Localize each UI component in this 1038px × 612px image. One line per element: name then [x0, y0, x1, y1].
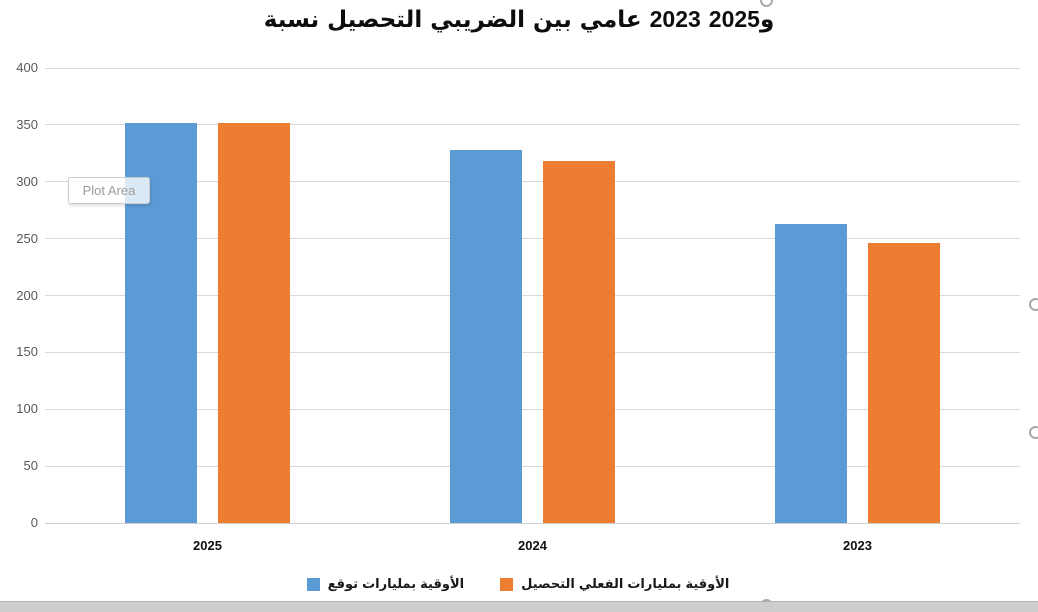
y-axis-tick-200: 200	[16, 287, 38, 303]
legend-swatch-forecast-icon	[306, 577, 320, 591]
word: بين	[533, 6, 572, 32]
word: التحصيل	[521, 576, 575, 591]
word: 2023	[649, 6, 701, 32]
gridline-400	[45, 67, 1020, 69]
gridline-0	[45, 522, 1020, 524]
gridline-200	[45, 295, 1020, 296]
selection-handle-top[interactable]	[760, 0, 773, 7]
chart-title[interactable]: نسبة التحصيل الضريبي بين عامي 2023 و2025	[0, 6, 1038, 33]
y-axis-tick-350: 350	[16, 116, 38, 132]
gridline-100	[45, 408, 1020, 410]
word: بمليارات	[362, 576, 417, 591]
y-axis-tick-400: 400	[16, 60, 38, 75]
gridline-250	[45, 238, 1020, 240]
plot-area-tooltip: Plot Area	[68, 177, 150, 204]
chart-legend[interactable]: توقع بمليارات الأوقية التحصيل الفعلي بمليارا…	[0, 572, 1038, 596]
word: نسبة	[263, 6, 320, 32]
word: الفعلي	[578, 576, 624, 591]
y-axis-tick-100: 100	[16, 401, 38, 417]
word: بمليارات	[627, 576, 682, 591]
word: توقع	[327, 576, 359, 591]
word: عامي	[579, 6, 642, 32]
window-edge-strip	[0, 601, 1038, 612]
legend-entry-actual[interactable]: التحصيل الفعلي بمليارات الأوقية	[500, 576, 731, 592]
gridline-350	[45, 124, 1020, 126]
gridline-50	[45, 465, 1020, 467]
bar-2023-series2[interactable]	[868, 243, 940, 523]
y-axis-tick-300: 300	[16, 173, 38, 189]
word: الأوقية	[685, 576, 730, 591]
legend-entry-forecast[interactable]: توقع بمليارات الأوقية	[306, 576, 466, 592]
bar-2024-series2[interactable]	[543, 161, 615, 523]
word: التحصيل	[327, 6, 423, 32]
category-label-2024: 2024	[518, 538, 547, 553]
legend-label-actual: التحصيل الفعلي بمليارات الأوقية	[519, 576, 731, 592]
gridline-300	[45, 181, 1020, 183]
category-label-2023: 2023	[843, 538, 872, 553]
selection-handle-right-upper[interactable]	[1029, 298, 1038, 311]
bar-2023-series1[interactable]	[775, 223, 847, 523]
word: الأوقية	[420, 576, 465, 591]
bar-2025-series2[interactable]	[218, 122, 290, 523]
word: الضريبي	[430, 6, 526, 32]
y-axis-tick-250: 250	[16, 230, 38, 246]
y-axis-tick-150: 150	[16, 344, 38, 360]
category-label-2025: 2025	[193, 538, 222, 553]
legend-label-forecast: توقع بمليارات الأوقية	[326, 576, 466, 592]
legend-swatch-actual-icon	[500, 577, 514, 591]
y-axis-tick-0: 0	[30, 515, 38, 530]
y-axis-tick-50: 50	[23, 458, 38, 474]
selection-handle-right-lower[interactable]	[1029, 426, 1038, 439]
word: و2025	[708, 6, 775, 32]
bar-2024-series1[interactable]	[450, 149, 522, 523]
gridline-150	[45, 351, 1020, 353]
